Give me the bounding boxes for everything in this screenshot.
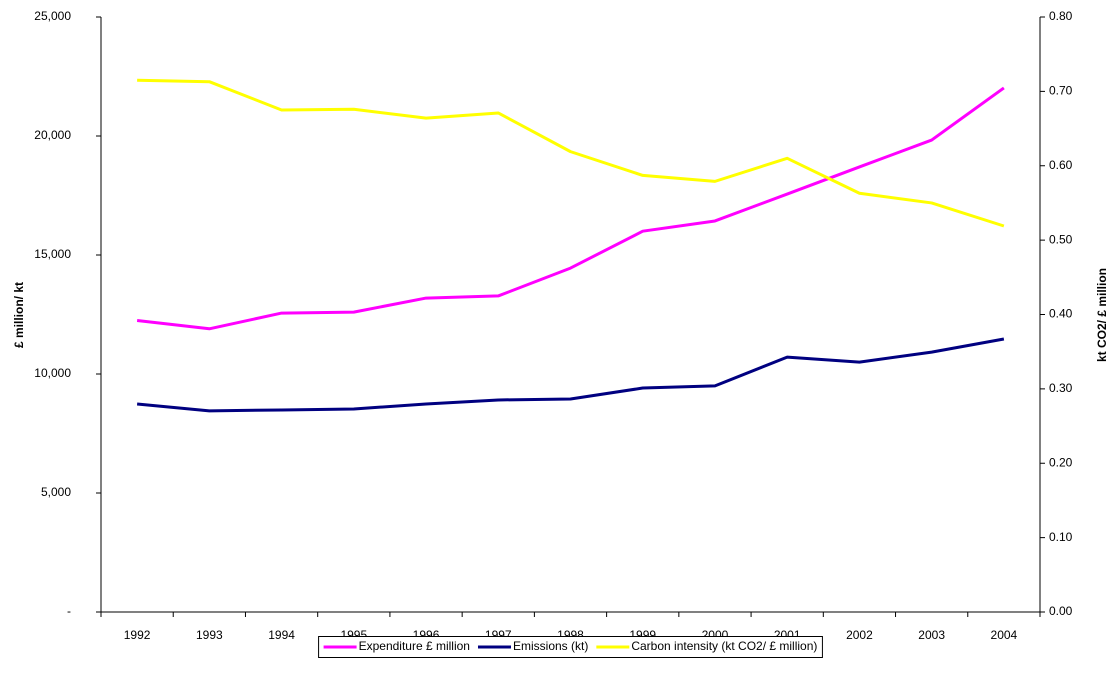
y-tick-label: 20,000 (34, 128, 71, 142)
y2-tick-label: 0.40 (1049, 307, 1073, 321)
y2-tick-label: 0.20 (1049, 455, 1073, 469)
legend-box (318, 636, 823, 658)
y2-tick-label: 0.00 (1049, 604, 1073, 618)
x-tick-label: 1993 (196, 628, 223, 642)
y2-tick-label: 0.50 (1049, 232, 1073, 246)
y2-tick-label: 0.10 (1049, 530, 1073, 544)
x-tick-label: 1994 (268, 628, 295, 642)
series-line (136, 86, 1005, 331)
legend-label: Expenditure £ million (359, 639, 470, 653)
legend-label: Emissions (kt) (513, 639, 588, 653)
series-line (136, 337, 1005, 413)
y2-tick-label: 0.70 (1049, 84, 1073, 98)
legend: Expenditure £ million Emissions (kt) Carbo… (318, 636, 823, 658)
y-axis-label: £ million/ kt (12, 282, 26, 348)
y-tick-label: 10,000 (34, 366, 71, 380)
y2-tick-label: 0.30 (1049, 381, 1073, 395)
y-tick-label: 5,000 (41, 485, 71, 499)
y-tick-label: 25,000 (34, 9, 71, 23)
series-line (137, 78, 1005, 228)
x-tick-label: 2003 (918, 628, 945, 642)
x-tick-label: 2002 (846, 628, 873, 642)
y2-axis-label: kt CO2/ £ million (1095, 268, 1109, 362)
legend-label: Carbon intensity (kt CO2/ £ million) (631, 639, 817, 653)
y-tick-label: 15,000 (34, 247, 71, 261)
y2-tick-label: 0.80 (1049, 9, 1073, 23)
y2-tick-label: 0.60 (1049, 158, 1073, 172)
x-tick-label: 1992 (124, 628, 151, 642)
x-tick-label: 2004 (991, 628, 1018, 642)
y-tick-label: - (67, 604, 71, 618)
